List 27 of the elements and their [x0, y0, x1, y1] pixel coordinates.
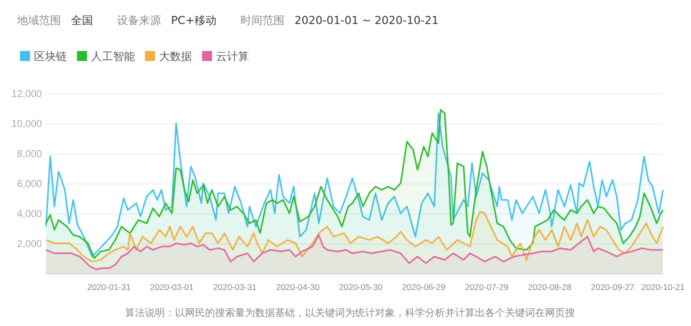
y-tick-label: 8,000 — [16, 149, 42, 160]
text: 算法说明：以网民的搜索量为数据基础，以关键词为统计对象，科学分析并计算出各个关键词在网页搜 — [125, 307, 575, 319]
x-tick-label: 2020-01-31 — [87, 282, 131, 292]
x-tick-label: 2020-03-01 — [150, 282, 194, 292]
text: PC+移动 — [171, 14, 217, 27]
x-tick-label: 2020-03-31 — [213, 282, 257, 292]
x-tick-label: 2020-07-29 — [464, 282, 509, 292]
text: 时间范围 — [240, 14, 285, 27]
x-tick-label: 2020-05-30 — [339, 282, 383, 292]
x-tick-label: 2020-09-27 — [590, 282, 635, 292]
text: 地域范围 — [16, 14, 61, 27]
x-tick-label: 2020-06-29 — [402, 282, 446, 292]
y-tick-label: 4,000 — [16, 209, 42, 220]
y-tick-label: 12,000 — [11, 89, 42, 100]
legend-label: 区块链 — [34, 50, 67, 63]
x-tick-label: 2020-10-21 — [641, 282, 686, 292]
text: 全国 — [71, 14, 93, 27]
legend-label: 云计算 — [216, 50, 249, 63]
y-tick-label: 10,000 — [11, 119, 42, 130]
x-tick-label: 2020-08-28 — [528, 282, 572, 292]
y-tick-label: 2,000 — [16, 239, 42, 250]
legend-label: 大数据 — [159, 50, 192, 63]
legend-label: 人工智能 — [91, 50, 135, 63]
y-tick-label: 6,000 — [16, 179, 42, 190]
text: 2020-01-01 ~ 2020-10-21 — [294, 14, 439, 27]
text: 设备来源 — [117, 14, 161, 27]
x-tick-label: 2020-04-30 — [276, 282, 320, 292]
